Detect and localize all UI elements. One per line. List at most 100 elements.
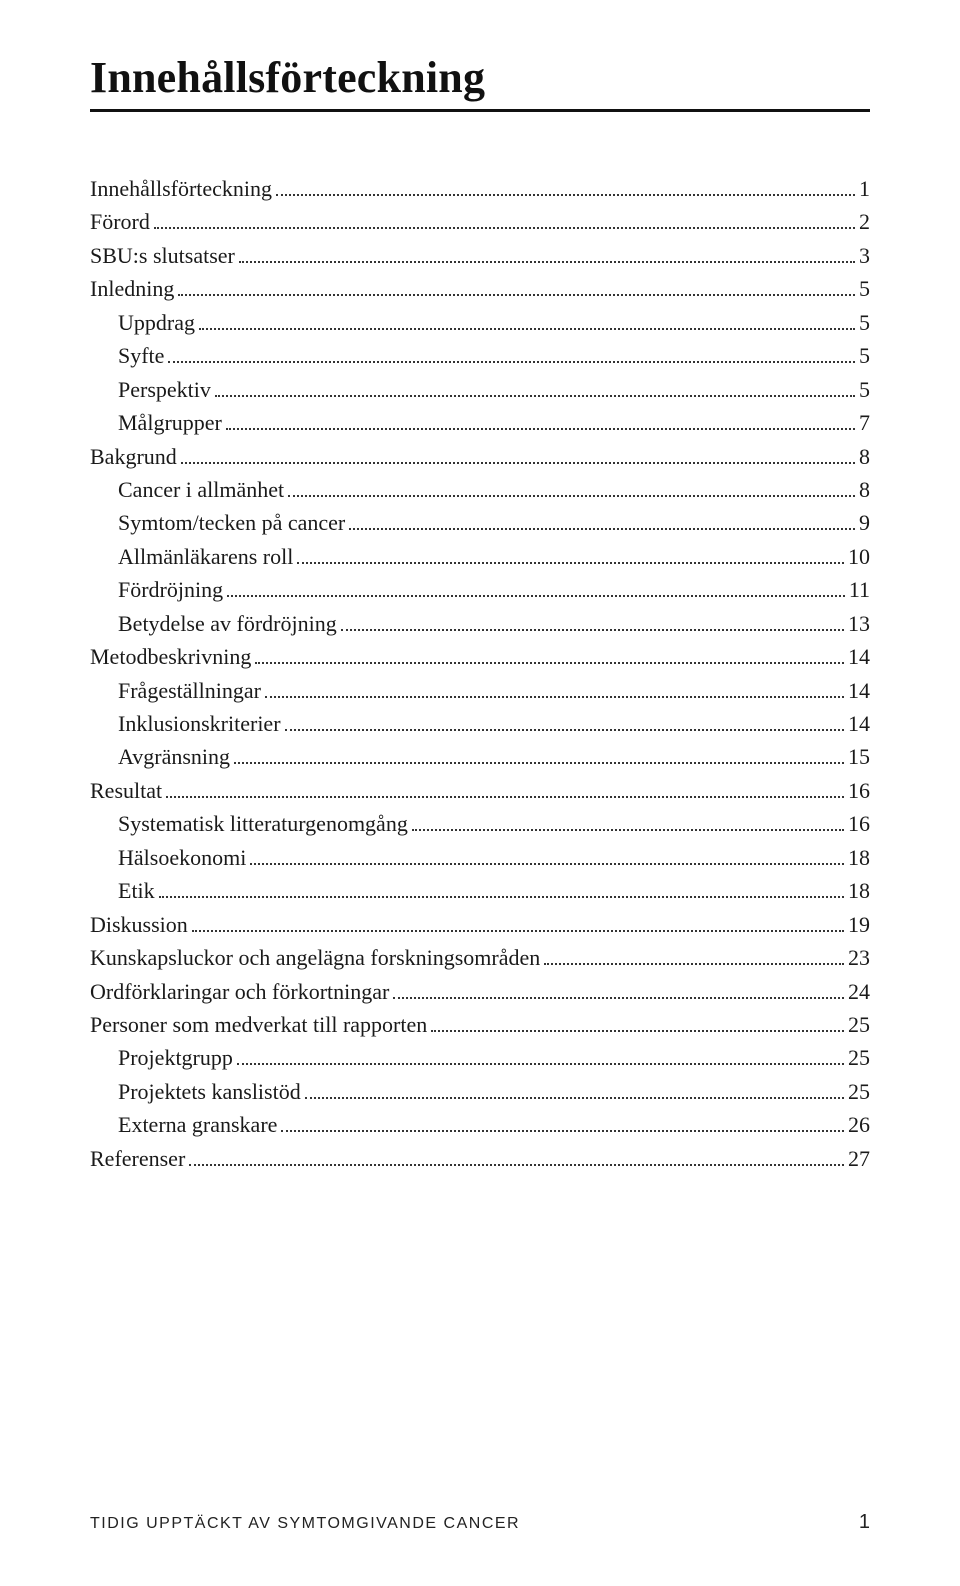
- toc-entry-label: Metodbeskrivning: [90, 640, 251, 673]
- toc-entry-page: 7: [859, 406, 870, 439]
- toc-entry-page: 5: [859, 339, 870, 372]
- toc-leader-dots: [341, 611, 844, 631]
- toc-entry-page: 24: [848, 975, 870, 1008]
- toc-entry-label: Uppdrag: [90, 306, 195, 339]
- toc-entry-page: 15: [848, 740, 870, 773]
- toc-entry-label: Ordförklaringar och förkortningar: [90, 975, 389, 1008]
- table-of-contents: Innehållsförteckning 1Förord2SBU:s slutsa…: [90, 172, 870, 1175]
- toc-entry[interactable]: Personer som medverkat till rapporten 25: [90, 1008, 870, 1041]
- toc-leader-dots: [239, 243, 855, 263]
- toc-entry-page: 18: [848, 874, 870, 907]
- toc-leader-dots: [285, 711, 844, 731]
- toc-entry[interactable]: Projektgrupp 25: [90, 1041, 870, 1074]
- toc-entry[interactable]: Ordförklaringar och förkortningar 24: [90, 975, 870, 1008]
- toc-entry[interactable]: Målgrupper 7: [90, 406, 870, 439]
- toc-entry-page: 27: [848, 1142, 870, 1175]
- toc-leader-dots: [237, 1046, 844, 1066]
- toc-entry[interactable]: Metodbeskrivning 14: [90, 640, 870, 673]
- toc-entry[interactable]: Resultat16: [90, 774, 870, 807]
- toc-leader-dots: [297, 544, 844, 564]
- toc-entry-label: Etik: [90, 874, 155, 907]
- toc-entry-label: Diskussion: [90, 908, 188, 941]
- toc-entry-label: Perspektiv: [90, 373, 211, 406]
- toc-entry[interactable]: Inledning5: [90, 272, 870, 305]
- toc-entry-label: Cancer i allmänhet: [90, 473, 284, 506]
- toc-leader-dots: [349, 511, 855, 531]
- toc-leader-dots: [255, 645, 844, 665]
- toc-entry-label: Kunskapsluckor och angelägna forskningso…: [90, 941, 540, 974]
- toc-leader-dots: [265, 678, 844, 698]
- toc-entry[interactable]: Betydelse av fördröjning 13: [90, 607, 870, 640]
- toc-entry-label: Betydelse av fördröjning: [90, 607, 337, 640]
- toc-entry-page: 14: [848, 707, 870, 740]
- toc-leader-dots: [192, 912, 844, 932]
- toc-entry[interactable]: Hälsoekonomi18: [90, 841, 870, 874]
- toc-leader-dots: [250, 845, 844, 865]
- footer-page-number: 1: [859, 1511, 870, 1534]
- toc-entry-label: Fördröjning: [90, 573, 223, 606]
- toc-entry[interactable]: Etik 18: [90, 874, 870, 907]
- toc-leader-dots: [154, 210, 855, 230]
- toc-entry[interactable]: Inklusionskriterier14: [90, 707, 870, 740]
- toc-entry-page: 11: [849, 573, 870, 606]
- toc-entry-label: Externa granskare: [90, 1108, 277, 1141]
- toc-leader-dots: [189, 1146, 844, 1166]
- toc-entry-page: 1: [859, 172, 870, 205]
- toc-entry[interactable]: Fördröjning 11: [90, 573, 870, 606]
- toc-entry-label: Personer som medverkat till rapporten: [90, 1008, 427, 1041]
- toc-leader-dots: [166, 778, 844, 798]
- toc-leader-dots: [168, 344, 855, 364]
- toc-entry[interactable]: Perspektiv5: [90, 373, 870, 406]
- toc-entry[interactable]: Kunskapsluckor och angelägna forskningso…: [90, 941, 870, 974]
- toc-entry-label: Innehållsförteckning: [90, 172, 272, 205]
- toc-entry-page: 3: [859, 239, 870, 272]
- toc-leader-dots: [181, 444, 855, 464]
- toc-entry[interactable]: Innehållsförteckning 1: [90, 172, 870, 205]
- toc-entry-label: Frågeställningar: [90, 674, 261, 707]
- toc-entry[interactable]: Cancer i allmänhet8: [90, 473, 870, 506]
- toc-entry-label: Syfte: [90, 339, 164, 372]
- toc-entry-page: 5: [859, 306, 870, 339]
- toc-entry-label: Symtom/tecken på cancer: [90, 506, 345, 539]
- toc-entry-label: Projektgrupp: [90, 1041, 233, 1074]
- toc-entry[interactable]: Förord2: [90, 205, 870, 238]
- toc-leader-dots: [288, 477, 855, 497]
- toc-entry-page: 14: [848, 640, 870, 673]
- toc-leader-dots: [431, 1012, 844, 1032]
- toc-entry[interactable]: Bakgrund8: [90, 440, 870, 473]
- toc-entry-page: 25: [848, 1041, 870, 1074]
- page-title: Innehållsförteckning: [90, 52, 870, 103]
- toc-entry[interactable]: Symtom/tecken på cancer 9: [90, 506, 870, 539]
- toc-leader-dots: [234, 745, 844, 765]
- footer-text: TIDIG UPPTÄCKT AV SYMTOMGIVANDE CANCER: [90, 1515, 520, 1533]
- toc-entry-label: Inledning: [90, 272, 174, 305]
- toc-entry-label: Förord: [90, 205, 150, 238]
- toc-entry[interactable]: Diskussion19: [90, 908, 870, 941]
- toc-entry-page: 26: [848, 1108, 870, 1141]
- toc-entry[interactable]: Avgränsning15: [90, 740, 870, 773]
- toc-entry[interactable]: Referenser 27: [90, 1142, 870, 1175]
- toc-entry-page: 23: [848, 941, 870, 974]
- toc-entry[interactable]: SBU:s slutsatser3: [90, 239, 870, 272]
- toc-leader-dots: [178, 277, 855, 297]
- toc-entry-page: 10: [848, 540, 870, 573]
- toc-entry-label: Referenser: [90, 1142, 185, 1175]
- toc-entry-page: 9: [859, 506, 870, 539]
- toc-leader-dots: [226, 410, 855, 430]
- toc-entry-page: 25: [848, 1075, 870, 1108]
- toc-entry[interactable]: Systematisk litteraturgenomgång16: [90, 807, 870, 840]
- toc-entry-label: Målgrupper: [90, 406, 222, 439]
- toc-leader-dots: [305, 1079, 844, 1099]
- toc-leader-dots: [215, 377, 855, 397]
- toc-entry-page: 16: [848, 807, 870, 840]
- toc-entry[interactable]: Uppdrag 5: [90, 306, 870, 339]
- toc-entry[interactable]: Allmänläkarens roll10: [90, 540, 870, 573]
- toc-entry[interactable]: Externa granskare 26: [90, 1108, 870, 1141]
- toc-entry[interactable]: Projektets kanslistöd25: [90, 1075, 870, 1108]
- toc-entry-page: 13: [848, 607, 870, 640]
- toc-entry-page: 25: [848, 1008, 870, 1041]
- toc-entry-label: Resultat: [90, 774, 162, 807]
- toc-entry[interactable]: Frågeställningar14: [90, 674, 870, 707]
- toc-entry[interactable]: Syfte 5: [90, 339, 870, 372]
- toc-leader-dots: [412, 812, 844, 832]
